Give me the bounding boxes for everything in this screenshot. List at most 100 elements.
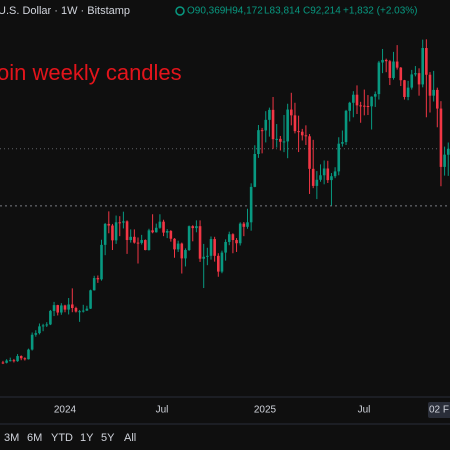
candle-body <box>290 109 293 116</box>
candle-body <box>439 108 443 167</box>
candle-body <box>330 176 333 181</box>
candle-body <box>227 234 231 242</box>
candle-body <box>23 358 27 360</box>
candle-body <box>81 310 85 312</box>
candle-body <box>118 222 122 224</box>
candle-body <box>165 231 169 233</box>
candle-body <box>264 119 268 131</box>
candle-body <box>114 222 118 241</box>
candle-body <box>425 48 428 75</box>
candle-body <box>260 130 264 132</box>
candle-body <box>293 115 297 132</box>
candle-body <box>85 308 89 311</box>
range-button[interactable]: 5Y <box>101 432 115 444</box>
candle-body <box>249 186 253 223</box>
range-button[interactable]: 3M <box>4 432 19 444</box>
candle-body <box>308 136 311 169</box>
candle-body <box>417 73 421 85</box>
candle-body <box>103 223 107 245</box>
candle-body <box>304 135 308 137</box>
candle-body <box>129 236 132 241</box>
candle-body <box>136 242 140 244</box>
candle-body <box>147 230 151 251</box>
candle-body <box>341 142 344 144</box>
candle-body <box>213 239 216 256</box>
plot-area <box>0 39 450 365</box>
range-button[interactable]: 1Y <box>80 432 94 444</box>
candle-body <box>352 94 355 103</box>
candle-body <box>45 324 49 326</box>
current-date-box <box>428 402 450 418</box>
candle-body <box>297 131 300 133</box>
candle-body <box>366 105 370 107</box>
candle-body <box>286 109 289 142</box>
candle-body <box>406 87 410 97</box>
candle-body <box>209 239 213 256</box>
candle-body <box>322 168 326 176</box>
candle-body <box>122 221 125 223</box>
ohlc-high: H94,172 <box>225 6 263 17</box>
candle-body <box>144 240 147 251</box>
candle-body <box>443 154 446 167</box>
candle-body <box>432 89 435 96</box>
candle-body <box>27 349 30 360</box>
candle-body <box>282 141 286 143</box>
candle-body <box>421 48 424 85</box>
candle-body <box>184 250 187 259</box>
range-button[interactable]: 6M <box>27 432 42 444</box>
candle-body <box>238 223 242 244</box>
chart-title: oin weekly candles <box>0 60 182 85</box>
candle-body <box>34 333 38 335</box>
symbol-label: U.S. Dollar · 1W · Bitstamp <box>0 5 130 17</box>
range-button[interactable]: All <box>124 432 136 444</box>
candle-body <box>403 80 406 97</box>
candle-body <box>12 360 16 362</box>
candle-body <box>195 226 198 229</box>
candle-body <box>414 73 417 75</box>
range-button[interactable]: YTD <box>51 432 73 444</box>
candle-body <box>333 171 337 177</box>
candle-body <box>151 230 154 233</box>
candle-body <box>133 236 136 243</box>
time-label: Jul <box>358 405 371 416</box>
candle-body <box>162 221 165 233</box>
candle-body <box>74 308 78 312</box>
candle-body <box>217 255 220 272</box>
candle-body <box>344 110 348 143</box>
candle-body <box>381 59 384 63</box>
status-dot <box>175 6 185 16</box>
candle-body <box>125 221 129 241</box>
candle-body <box>257 130 260 155</box>
candle-body <box>446 148 450 155</box>
candle-body <box>392 61 395 78</box>
candle-body <box>410 74 414 88</box>
time-label: Jul <box>156 405 169 416</box>
candle-body <box>246 222 249 227</box>
candle-body <box>107 223 111 226</box>
time-label: 02 F <box>429 405 449 416</box>
candle-body <box>92 278 96 291</box>
candle-body <box>60 305 63 313</box>
candle-body <box>1 362 5 364</box>
candle-body <box>41 325 45 327</box>
candle-body <box>49 310 52 325</box>
candle-body <box>111 225 114 241</box>
candle-body <box>100 244 103 280</box>
ohlc-open: O90,369 <box>187 6 226 17</box>
time-label: 2025 <box>254 405 277 416</box>
candle-body <box>154 227 158 233</box>
candle-body <box>337 143 341 172</box>
candle-body <box>231 234 235 241</box>
candle-body <box>71 304 74 309</box>
candle-body <box>348 102 351 111</box>
candle-body <box>363 105 366 107</box>
candle-body <box>187 226 191 251</box>
candle-body <box>315 179 319 186</box>
candle-body <box>300 131 304 136</box>
candle-body <box>384 59 388 62</box>
ohlc-close: C92,214 <box>303 6 341 17</box>
ohlc-low: L83,814 <box>264 6 301 17</box>
candle-body <box>180 243 184 259</box>
range-toolbar: 3M 6M YTD 1Y 5Y All <box>4 432 136 444</box>
candle-body <box>78 311 81 313</box>
